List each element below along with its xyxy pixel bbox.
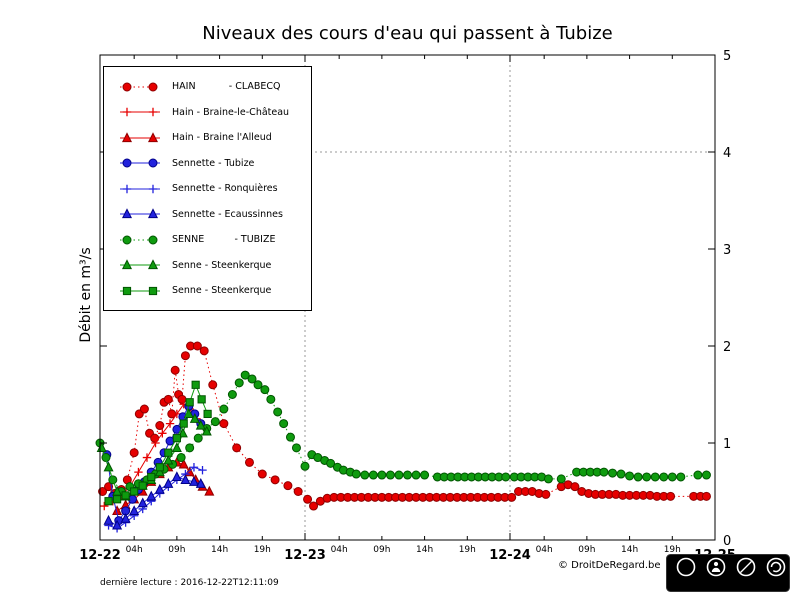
y-tick-label: 3 [723, 243, 731, 258]
legend-label: SENNE - TUBIZE [172, 234, 276, 246]
legend-label: Sennette - Tubize [172, 157, 255, 169]
by-icon-body [711, 567, 721, 572]
x-minor-label: 04h [536, 545, 553, 555]
legend-square-marker [120, 286, 160, 295]
legend-item-senne-steenkerque: Senne - Steenkerque [104, 278, 311, 304]
x-major-label: 12-22 [79, 548, 121, 563]
series-3-sennette-tubize [102, 401, 206, 526]
legend-item-senne-steenkerque: Senne - Steenkerque [104, 253, 311, 279]
copyright-text: © DroitDeRegard.be [558, 560, 661, 571]
x-minor-label: 19h [664, 545, 681, 555]
x-minor-label: 14h [621, 545, 638, 555]
series-8-senne-steenkerque [104, 380, 212, 506]
legend-triangle-marker [120, 259, 160, 270]
series-7-senne-steenkerque [96, 408, 212, 501]
legend-item-sennette-ecaussinnes: Sennette - Ecaussinnes [104, 202, 311, 228]
legend-circle-marker [120, 158, 160, 168]
x-major-label: 12-23 [284, 548, 326, 563]
x-minor-label: 04h [126, 545, 143, 555]
legend-item-senne-tubize: SENNE - TUBIZE [104, 227, 311, 253]
series-6-senne-tubize [95, 370, 711, 496]
y-tick-label: 4 [723, 146, 731, 161]
sa-icon [766, 557, 786, 577]
x-minor-label: 04h [331, 545, 348, 555]
x-minor-label: 19h [459, 545, 476, 555]
footer-status: dernière lecture : 2016-12-22T12:11:09 d… [100, 558, 279, 600]
plot-border [99, 54, 716, 541]
legend-label: Senne - Steenkerque [172, 285, 272, 297]
x-minor-label: 09h [373, 545, 390, 555]
legend-plus-marker [120, 184, 160, 193]
legend-label: Hain - Braine l'Alleud [172, 132, 272, 144]
series-5-sennette-ecaussinnes [103, 471, 206, 530]
y-tick-label: 2 [723, 340, 731, 355]
x-major-label: 12-24 [489, 548, 531, 563]
y-tick-label: 5 [723, 49, 731, 64]
legend-plus-marker [120, 108, 160, 117]
chart-title: Niveaux des cours d'eau qui passent à Tu… [202, 23, 613, 44]
cc-icon [676, 557, 696, 577]
legend-item-sennette-ronqui-res: Sennette - Ronquières [104, 176, 311, 202]
badge-plate [666, 554, 790, 592]
nc-icon-slash [740, 561, 752, 573]
x-minor-label: 14h [211, 545, 228, 555]
legend-label: Sennette - Ecaussinnes [172, 208, 283, 220]
legend-label: Senne - Steenkerque [172, 259, 272, 271]
legend-item-sennette-tubize: Sennette - Tubize [104, 151, 311, 177]
x-minor-label: 14h [416, 545, 433, 555]
last-read-text: dernière lecture : 2016-12-22T12:11:09 [100, 578, 279, 588]
legend-item-hain-braine-le-ch-teau: Hain - Braine-le-Château [104, 100, 311, 126]
nc-icon [736, 557, 756, 577]
legend: HAIN - CLABECQ Hain - Braine-le-Château Ha… [103, 66, 312, 311]
x-minor-label: 19h [254, 545, 271, 555]
by-icon [706, 557, 726, 577]
y-tick-label: 0 [723, 534, 731, 549]
nc-icon-text: $ [743, 563, 749, 573]
legend-circle-marker [120, 235, 160, 245]
sa-icon-arrow [770, 561, 782, 573]
x-minor-label: 09h [168, 545, 185, 555]
cc-license-badge[interactable]: cc $ BY NC SA [666, 554, 790, 592]
legend-label: HAIN - CLABECQ [172, 81, 281, 93]
legend-label: Hain - Braine-le-Château [172, 106, 290, 118]
y-tick-label: 1 [723, 437, 731, 452]
legend-triangle-marker [120, 132, 160, 142]
x-minor-label: 09h [578, 545, 595, 555]
cc-icon-text: cc [681, 563, 691, 572]
legend-triangle-marker [120, 208, 160, 219]
cc-license-text: BY NC SA [692, 581, 765, 589]
y-axis-label: Débit en m³/s [78, 247, 94, 343]
legend-item-hain-braine-l-alleud: Hain - Braine l'Alleud [104, 125, 311, 151]
legend-label: Sennette - Ronquières [172, 183, 278, 195]
legend-circle-marker [120, 82, 160, 92]
legend-item-hain-clabecq: HAIN - CLABECQ [104, 74, 311, 100]
by-icon-head [713, 561, 719, 567]
series-0-hain-clabecq [98, 341, 711, 511]
